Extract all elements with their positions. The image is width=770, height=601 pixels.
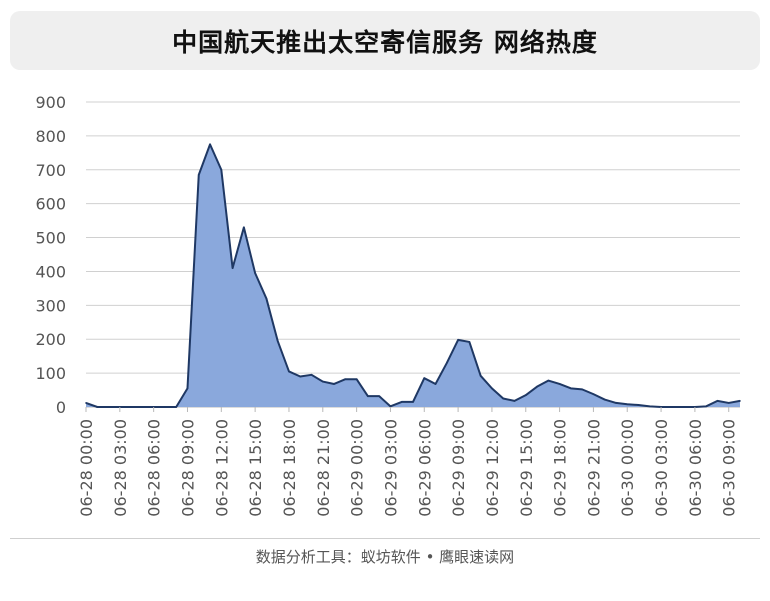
data-point — [682, 406, 685, 408]
data-point — [175, 406, 178, 408]
data-point — [558, 383, 561, 385]
data-point — [648, 405, 651, 408]
data-point — [355, 378, 358, 381]
data-point — [400, 401, 403, 403]
x-tick-label: 06-30 00:00 — [618, 419, 637, 517]
data-point — [130, 406, 132, 408]
y-tick-label: 300 — [35, 296, 66, 315]
grid-lines — [86, 101, 740, 408]
data-point — [739, 400, 741, 402]
data-point — [536, 385, 538, 388]
x-tick-label: 06-30 03:00 — [652, 419, 671, 517]
data-point — [716, 400, 719, 402]
data-point — [434, 383, 437, 385]
data-point — [367, 395, 369, 397]
footer-divider — [10, 538, 760, 539]
x-tick-label: 06-29 18:00 — [551, 419, 570, 517]
x-tick-label: 06-28 03:00 — [111, 419, 130, 517]
x-tick-label: 06-28 15:00 — [246, 419, 265, 517]
x-tick-label: 06-29 03:00 — [381, 419, 400, 517]
y-tick-label: 700 — [35, 161, 66, 180]
y-tick-label: 500 — [35, 229, 66, 248]
x-tick-label: 06-28 00:00 — [77, 419, 96, 517]
data-point — [547, 379, 550, 382]
data-point — [615, 402, 617, 404]
data-point — [581, 388, 583, 391]
data-point — [85, 402, 87, 404]
x-tick-label: 06-30 09:00 — [720, 419, 739, 517]
data-point — [321, 380, 324, 383]
title-bar: 中国航天推出太空寄信服务 网络热度 — [10, 11, 760, 70]
data-point — [705, 405, 707, 408]
data-point — [671, 406, 674, 408]
x-tick-label: 06-28 06:00 — [145, 419, 164, 517]
area-fill — [86, 144, 740, 408]
data-point — [502, 397, 505, 400]
data-point — [727, 402, 730, 404]
data-point — [220, 168, 223, 171]
data-point — [333, 383, 335, 385]
data-point — [479, 375, 482, 377]
data-point — [164, 406, 166, 408]
x-tick-label: 06-28 18:00 — [280, 419, 299, 517]
data-point — [299, 375, 302, 378]
x-tick-label: 06-29 06:00 — [415, 419, 434, 517]
x-tick-label: 06-29 12:00 — [483, 419, 502, 517]
x-tick-label: 06-28 21:00 — [314, 419, 333, 517]
footer-source: 数据分析工具：蚁坊软件 • 鹰眼速读网 — [255, 548, 515, 566]
data-point — [209, 143, 211, 146]
data-point — [491, 387, 493, 390]
data-point — [265, 297, 268, 300]
data-point — [186, 387, 189, 390]
data-point — [468, 341, 471, 343]
data-point — [389, 405, 392, 408]
data-point — [197, 174, 200, 176]
y-tick-label: 0 — [56, 398, 66, 417]
y-tick-label: 100 — [35, 364, 66, 383]
data-point — [637, 404, 640, 406]
data-point — [107, 406, 110, 408]
data-point — [423, 377, 426, 379]
data-point — [457, 339, 459, 341]
data-point — [344, 378, 347, 381]
x-tick-label: 06-29 00:00 — [348, 419, 367, 517]
data-point — [626, 403, 629, 406]
y-tick-label: 400 — [35, 262, 66, 281]
data-point — [310, 374, 313, 376]
y-tick-label: 200 — [35, 330, 66, 349]
data-point — [96, 406, 99, 408]
data-point — [378, 395, 380, 397]
data-point — [513, 400, 516, 402]
x-tick-label: 06-29 15:00 — [517, 419, 536, 517]
y-tick-label: 800 — [35, 127, 66, 146]
data-point — [524, 394, 527, 396]
data-point — [446, 362, 448, 364]
data-point — [570, 387, 572, 390]
data-point — [288, 370, 290, 373]
data-point — [592, 393, 595, 395]
data-point — [603, 398, 606, 401]
series-line — [85, 143, 741, 408]
data-point — [254, 272, 256, 274]
y-tick-label: 600 — [35, 195, 66, 214]
data-point — [412, 401, 414, 403]
x-tick-label: 06-30 06:00 — [686, 419, 705, 517]
data-point — [231, 267, 234, 269]
x-tick-label: 06-29 09:00 — [449, 419, 468, 517]
chart-title: 中国航天推出太空寄信服务 网络热度 — [172, 27, 598, 57]
y-tick-label: 900 — [35, 93, 66, 112]
data-point — [243, 226, 245, 229]
data-point — [276, 340, 279, 342]
x-tick-label: 06-29 21:00 — [584, 419, 603, 517]
axes: 0 100 200 300 400 500 600 700 800 900 06-28 00:00 0… — [35, 93, 738, 517]
x-tick-label: 06-28 09:00 — [178, 419, 197, 517]
x-tick-label: 06-28 12:00 — [212, 419, 231, 517]
data-point — [141, 406, 144, 408]
area-series — [85, 143, 741, 408]
